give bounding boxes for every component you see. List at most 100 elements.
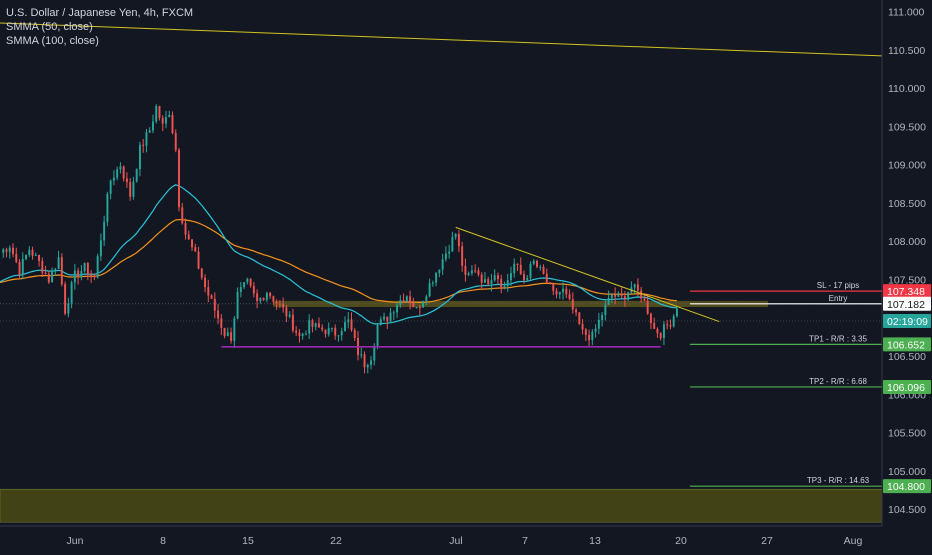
candle-body[interactable]	[181, 207, 184, 224]
candle-body[interactable]	[604, 304, 607, 316]
candle-body[interactable]	[620, 293, 623, 297]
candle-body[interactable]	[125, 178, 128, 183]
candle-body[interactable]	[109, 180, 112, 194]
candle-body[interactable]	[168, 114, 171, 118]
candle-body[interactable]	[132, 181, 135, 197]
candle-body[interactable]	[405, 296, 408, 302]
candle-body[interactable]	[659, 333, 662, 339]
candle-body[interactable]	[666, 324, 669, 326]
candle-body[interactable]	[21, 259, 24, 275]
candle-body[interactable]	[656, 328, 659, 334]
candle-body[interactable]	[578, 312, 581, 324]
candle-body[interactable]	[633, 284, 636, 288]
candle-body[interactable]	[51, 270, 54, 283]
candle-body[interactable]	[112, 177, 115, 181]
candle-body[interactable]	[500, 279, 503, 288]
candle-body[interactable]	[418, 306, 421, 308]
candle-body[interactable]	[73, 270, 76, 283]
candle-body[interactable]	[526, 277, 529, 281]
candle-body[interactable]	[207, 287, 210, 296]
candle-body[interactable]	[256, 293, 259, 301]
candle-body[interactable]	[412, 302, 415, 308]
descending-trendline[interactable]	[455, 226, 720, 323]
candle-body[interactable]	[568, 294, 571, 300]
candle-body[interactable]	[617, 293, 620, 297]
candle-body[interactable]	[311, 320, 314, 327]
candle-body[interactable]	[18, 261, 21, 275]
candle-body[interactable]	[15, 254, 18, 262]
candle-body[interactable]	[151, 121, 154, 131]
candle-body[interactable]	[643, 298, 646, 301]
candle-body[interactable]	[324, 329, 327, 335]
candle-body[interactable]	[5, 249, 8, 252]
candle-body[interactable]	[25, 255, 28, 260]
candle-body[interactable]	[444, 253, 447, 260]
candle-body[interactable]	[519, 264, 522, 275]
candle-body[interactable]	[308, 320, 311, 334]
candle-body[interactable]	[571, 299, 574, 310]
candle-body[interactable]	[389, 312, 392, 322]
candle-body[interactable]	[272, 296, 275, 302]
candle-body[interactable]	[80, 271, 83, 278]
candle-body[interactable]	[142, 144, 145, 146]
candle-body[interactable]	[581, 323, 584, 330]
candle-body[interactable]	[337, 335, 340, 337]
candle-body[interactable]	[67, 303, 70, 314]
candle-body[interactable]	[483, 279, 486, 283]
candle-body[interactable]	[523, 274, 525, 281]
candle-body[interactable]	[2, 249, 5, 253]
candle-body[interactable]	[536, 260, 538, 267]
candle-body[interactable]	[278, 303, 281, 305]
candle-body[interactable]	[285, 307, 288, 317]
candle-body[interactable]	[220, 318, 223, 328]
candle-body[interactable]	[191, 239, 193, 248]
candle-body[interactable]	[506, 280, 509, 287]
candle-body[interactable]	[77, 270, 80, 278]
candle-body[interactable]	[327, 327, 330, 335]
smma-50-line[interactable]	[0, 184, 677, 325]
candle-body[interactable]	[145, 132, 148, 146]
candle-body[interactable]	[428, 283, 431, 297]
candle-body[interactable]	[41, 260, 44, 273]
candle-body[interactable]	[431, 282, 434, 284]
candle-body[interactable]	[383, 316, 386, 320]
candle-body[interactable]	[122, 166, 125, 179]
candle-body[interactable]	[477, 270, 480, 275]
indicator-smma-100[interactable]: SMMA (100, close)	[6, 35, 99, 47]
candle-body[interactable]	[116, 169, 119, 178]
candle-body[interactable]	[353, 330, 356, 339]
demand-zone[interactable]	[0, 488, 883, 523]
candle-body[interactable]	[304, 333, 307, 335]
candle-body[interactable]	[549, 282, 552, 284]
candle-body[interactable]	[249, 278, 252, 286]
candle-body[interactable]	[373, 345, 376, 361]
price-tag[interactable]	[883, 296, 931, 311]
candle-body[interactable]	[187, 234, 190, 240]
candle-body[interactable]	[591, 331, 594, 341]
candle-body[interactable]	[158, 106, 161, 118]
candle-body[interactable]	[545, 273, 548, 283]
candle-body[interactable]	[675, 308, 678, 317]
candle-body[interactable]	[366, 364, 369, 368]
candle-body[interactable]	[627, 292, 630, 300]
symbol-title[interactable]: U.S. Dollar / Japanese Yen, 4h, FXCM	[6, 7, 194, 19]
candle-body[interactable]	[493, 275, 496, 281]
candle-body[interactable]	[171, 114, 174, 134]
candle-body[interactable]	[148, 130, 151, 133]
candle-body[interactable]	[217, 310, 220, 319]
candle-body[interactable]	[31, 249, 34, 256]
candle-body[interactable]	[340, 331, 343, 336]
candle-body[interactable]	[454, 234, 457, 238]
candle-body[interactable]	[422, 300, 425, 308]
candle-body[interactable]	[298, 332, 301, 336]
candle-body[interactable]	[662, 324, 665, 339]
candle-body[interactable]	[226, 332, 229, 336]
candle-body[interactable]	[135, 169, 138, 182]
candle-body[interactable]	[230, 332, 233, 341]
candle-body[interactable]	[200, 268, 203, 278]
candle-body[interactable]	[646, 300, 649, 314]
candle-body[interactable]	[607, 298, 610, 305]
candle-body[interactable]	[669, 325, 672, 327]
candle-body[interactable]	[155, 106, 158, 122]
entry-zone[interactable]	[273, 300, 769, 308]
